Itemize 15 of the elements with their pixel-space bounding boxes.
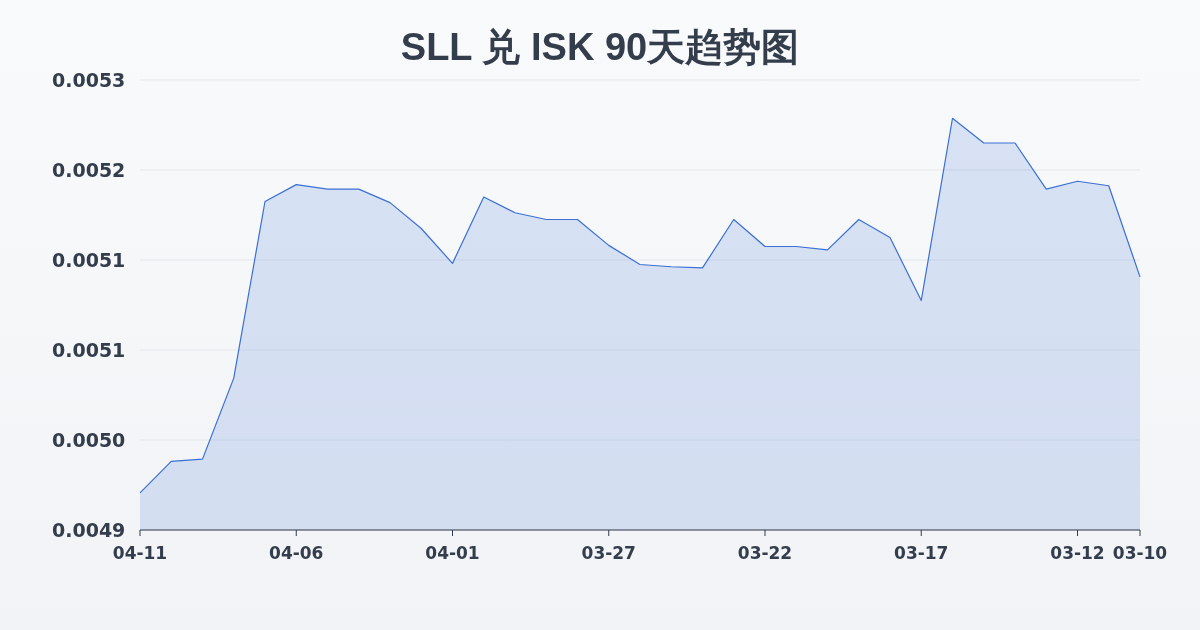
x-tick-label: 03-10 bbox=[1112, 543, 1168, 563]
y-tick-label: 0.0051 bbox=[52, 249, 126, 271]
x-tick-label: 03-27 bbox=[581, 543, 636, 563]
x-tick-label: 04-11 bbox=[112, 543, 168, 563]
x-tick-label: 03-22 bbox=[737, 543, 793, 563]
y-tick-label: 0.0051 bbox=[52, 339, 126, 361]
x-tick-label: 04-01 bbox=[425, 543, 480, 563]
chart-title: SLL 兑 ISK 90天趋势图 bbox=[400, 26, 800, 68]
x-tick-label: 03-12 bbox=[1050, 543, 1105, 563]
x-tick-label: 04-06 bbox=[269, 543, 324, 563]
y-tick-label: 0.0050 bbox=[52, 429, 126, 451]
y-tick-label: 0.0049 bbox=[52, 519, 126, 541]
y-tick-label: 0.0053 bbox=[52, 69, 126, 91]
x-tick-label: 03-17 bbox=[894, 543, 949, 563]
y-tick-label: 0.0052 bbox=[52, 159, 126, 181]
